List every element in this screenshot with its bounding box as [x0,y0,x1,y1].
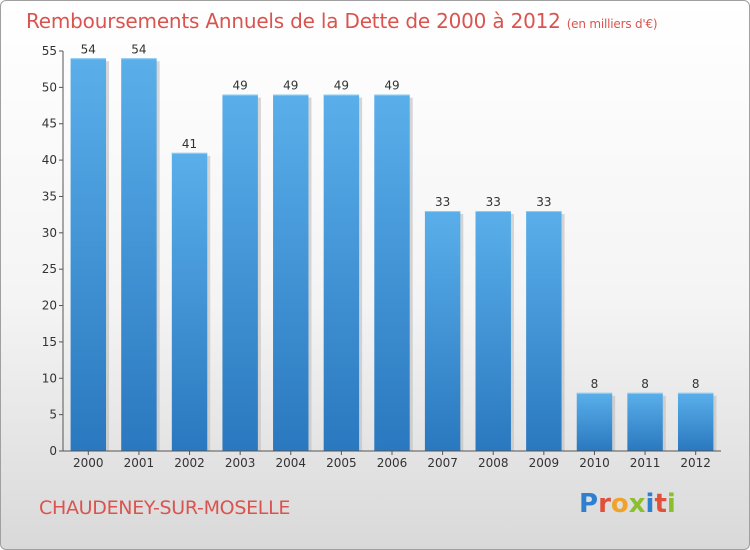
y-tick-label: 0 [49,444,57,458]
bar-value-label: 54 [131,42,146,56]
logo-letter: i [645,489,655,519]
bar-value-label: 54 [81,42,96,56]
bar [171,152,208,451]
y-tick-label: 15 [42,335,57,349]
bar [121,58,157,451]
chart-title-text: Remboursements Annuels de la Dette de 20… [26,9,561,33]
bar [627,392,663,451]
y-tick-label: 20 [42,299,57,313]
y-tick-label: 50 [42,80,57,94]
y-tick-label: 35 [42,189,57,203]
bar-value-label: 8 [641,377,649,391]
bar [576,392,613,451]
bar [70,58,107,451]
bar [677,392,714,451]
x-tick-label: 2010 [579,456,610,470]
logo-letter: t [654,489,667,519]
x-tick-label: 2005 [326,456,357,470]
bar-value-label: 49 [334,79,349,93]
y-tick-label: 55 [42,44,57,58]
chart-title: Remboursements Annuels de la Dette de 20… [26,9,658,33]
y-tick-label: 40 [42,153,57,167]
bar [374,94,410,452]
x-tick-label: 2004 [275,456,306,470]
y-tick-label: 10 [42,371,57,385]
bar-value-label: 41 [182,137,197,151]
bar-value-label: 49 [384,79,399,93]
bar [526,211,562,451]
x-axis: 2000 2001 2002 2003 2004 2005 2006 2007 2008 2009… [63,450,721,470]
y-tick-label: 30 [42,226,57,240]
logo-letter: i [666,489,676,519]
logo-letter: P [579,489,599,519]
logo-letter: x [628,489,646,519]
y-tick-label: 25 [42,262,57,276]
y-tick-label: 5 [49,408,57,422]
bars-group: 54 54 41 49 49 49 49 33 33 33 8 8 8 [70,42,717,452]
bar-value-label: 8 [591,377,599,391]
proxiti-logo: Proxiti [579,489,676,519]
x-tick-label: 2000 [73,456,104,470]
bar [222,94,258,452]
x-tick-label: 2002 [174,456,205,470]
y-tick-label: 45 [42,117,57,131]
x-tick-label: 2008 [478,456,509,470]
commune-name: CHAUDENEY-SUR-MOSELLE [39,497,291,519]
x-tick-label: 2006 [377,456,408,470]
x-tick-label: 2003 [225,456,256,470]
bar-value-label: 49 [233,79,248,93]
bar-value-label: 8 [692,377,700,391]
x-tick-label: 2001 [124,456,155,470]
bar-value-label: 49 [283,79,298,93]
bar-value-label: 33 [536,195,551,209]
chart-unit: (en milliers d'€) [566,17,658,31]
bar-value-label: 33 [486,195,501,209]
logo-letter: o [610,489,629,519]
bar-value-label: 33 [435,195,450,209]
bar [424,211,461,451]
bar [475,211,511,451]
x-tick-label: 2009 [529,456,560,470]
y-axis: 0 5 10 15 20 25 30 35 40 45 50 55 [42,44,64,458]
bar [273,94,309,452]
logo-letter: r [598,489,611,519]
x-tick-label: 2011 [630,456,661,470]
bar [323,94,360,452]
x-tick-label: 2012 [680,456,711,470]
x-tick-label: 2007 [427,456,458,470]
